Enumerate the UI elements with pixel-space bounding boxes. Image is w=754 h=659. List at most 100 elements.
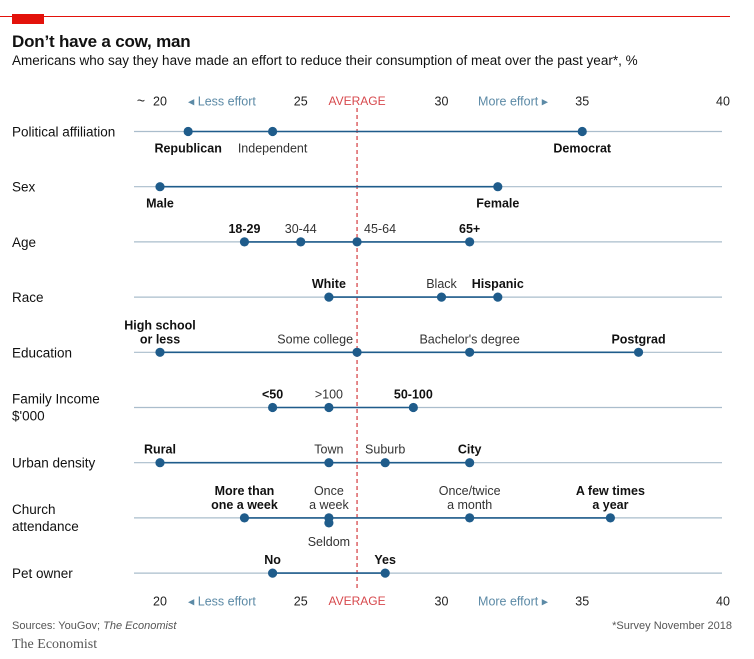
point-label: City [458, 443, 482, 457]
category-label: Pet owner [12, 566, 73, 581]
point-label: or less [140, 332, 180, 346]
category-label: Church [12, 502, 56, 517]
data-point [324, 458, 334, 468]
data-point [296, 237, 306, 247]
data-point [268, 568, 278, 578]
data-point [352, 347, 362, 357]
point-label: Black [426, 277, 457, 291]
data-point [493, 292, 503, 302]
point-label: <50 [262, 388, 283, 402]
data-point [183, 126, 193, 137]
data-point [465, 513, 475, 523]
point-label: Yes [374, 553, 396, 567]
data-point [352, 237, 362, 247]
point-label: 65+ [459, 222, 480, 236]
data-point [408, 402, 418, 413]
axis-break-icon: ~ [137, 93, 145, 109]
data-point [268, 126, 278, 137]
publisher-logo: The Economist [12, 637, 98, 652]
point-label: 45-64 [364, 222, 396, 236]
point-label: Democrat [553, 142, 611, 156]
data-point [465, 347, 475, 357]
data-point [577, 126, 587, 137]
point-label: 50-100 [394, 388, 433, 402]
point-label: Some college [277, 332, 353, 346]
category-label: Race [12, 290, 44, 305]
average-label-top: AVERAGE [328, 94, 385, 108]
x-tick-label-bottom: 30 [435, 595, 449, 609]
point-label: High school [124, 318, 196, 332]
point-label: a year [592, 498, 628, 512]
category-label: Family Income [12, 392, 100, 407]
point-label: 18-29 [228, 222, 260, 236]
data-point [155, 347, 165, 357]
brand-top-rule [0, 16, 730, 17]
data-point [155, 182, 165, 192]
data-point [465, 237, 475, 247]
x-tick-label-top: 40 [716, 95, 730, 109]
survey-footnote: *Survey November 2018 [612, 620, 732, 632]
data-point [380, 458, 390, 468]
x-tick-label-top: 25 [294, 95, 308, 109]
category-label: Sex [12, 180, 36, 195]
point-label: >100 [315, 388, 343, 402]
data-point [605, 513, 616, 523]
data-point [380, 568, 390, 578]
point-label: Once [314, 484, 344, 498]
data-point [324, 292, 334, 302]
data-point [268, 402, 278, 413]
x-tick-label-bottom: 35 [575, 595, 589, 609]
data-point [324, 402, 334, 413]
x-tick-label-bottom: 25 [294, 595, 308, 609]
brand-red-tag [12, 14, 44, 24]
category-label: Education [12, 345, 72, 360]
data-point [324, 518, 334, 528]
x-tick-label-top: 35 [575, 95, 589, 109]
data-point [633, 347, 644, 357]
data-point [493, 182, 503, 192]
point-label: one a week [211, 498, 278, 512]
point-label: a week [309, 498, 349, 512]
sources-prefix: Sources: YouGov; [12, 620, 104, 632]
point-label: Independent [238, 142, 308, 156]
point-label: No [264, 553, 281, 567]
x-tick-label-bottom: 40 [716, 595, 730, 609]
x-tick-label-top: 20 [153, 95, 167, 109]
chart-title: Don’t have a cow, man [12, 32, 191, 51]
point-label: Town [314, 443, 343, 457]
less-effort-label-bottom: ◂ Less effort [188, 595, 256, 609]
sources-note: Sources: YouGov; The Economist [12, 620, 177, 632]
point-label: White [312, 277, 346, 291]
point-label: Once/twice [439, 484, 501, 498]
point-label: Hispanic [472, 277, 524, 291]
point-label: Suburb [365, 443, 405, 457]
category-label: attendance [12, 519, 79, 534]
x-tick-label-top: 30 [435, 95, 449, 109]
average-label-bottom: AVERAGE [328, 594, 385, 608]
category-label: Political affiliation [12, 125, 115, 140]
more-effort-label-bottom: More effort ▸ [478, 595, 549, 609]
point-label: 30-44 [285, 222, 317, 236]
sources-publication: The Economist [103, 620, 177, 632]
point-label: a month [447, 498, 492, 512]
point-label: Male [146, 197, 174, 211]
data-point [239, 237, 250, 247]
point-label: More than [215, 484, 275, 498]
less-effort-label-top: ◂ Less effort [188, 95, 256, 109]
point-label: Republican [154, 142, 221, 156]
data-point [436, 292, 447, 302]
data-point [155, 458, 165, 468]
point-label: Bachelor's degree [419, 332, 519, 346]
category-label: $'000 [12, 409, 45, 424]
category-label: Urban density [12, 456, 96, 471]
data-point [239, 513, 250, 523]
more-effort-label-top: More effort ▸ [478, 95, 549, 109]
chart-subtitle: Americans who say they have made an effo… [12, 53, 638, 68]
point-label: Rural [144, 443, 176, 457]
point-label: Postgrad [611, 332, 665, 346]
category-label: Age [12, 235, 36, 250]
point-label: Female [476, 197, 519, 211]
point-label: A few times [576, 484, 645, 498]
x-tick-label-bottom: 20 [153, 595, 167, 609]
